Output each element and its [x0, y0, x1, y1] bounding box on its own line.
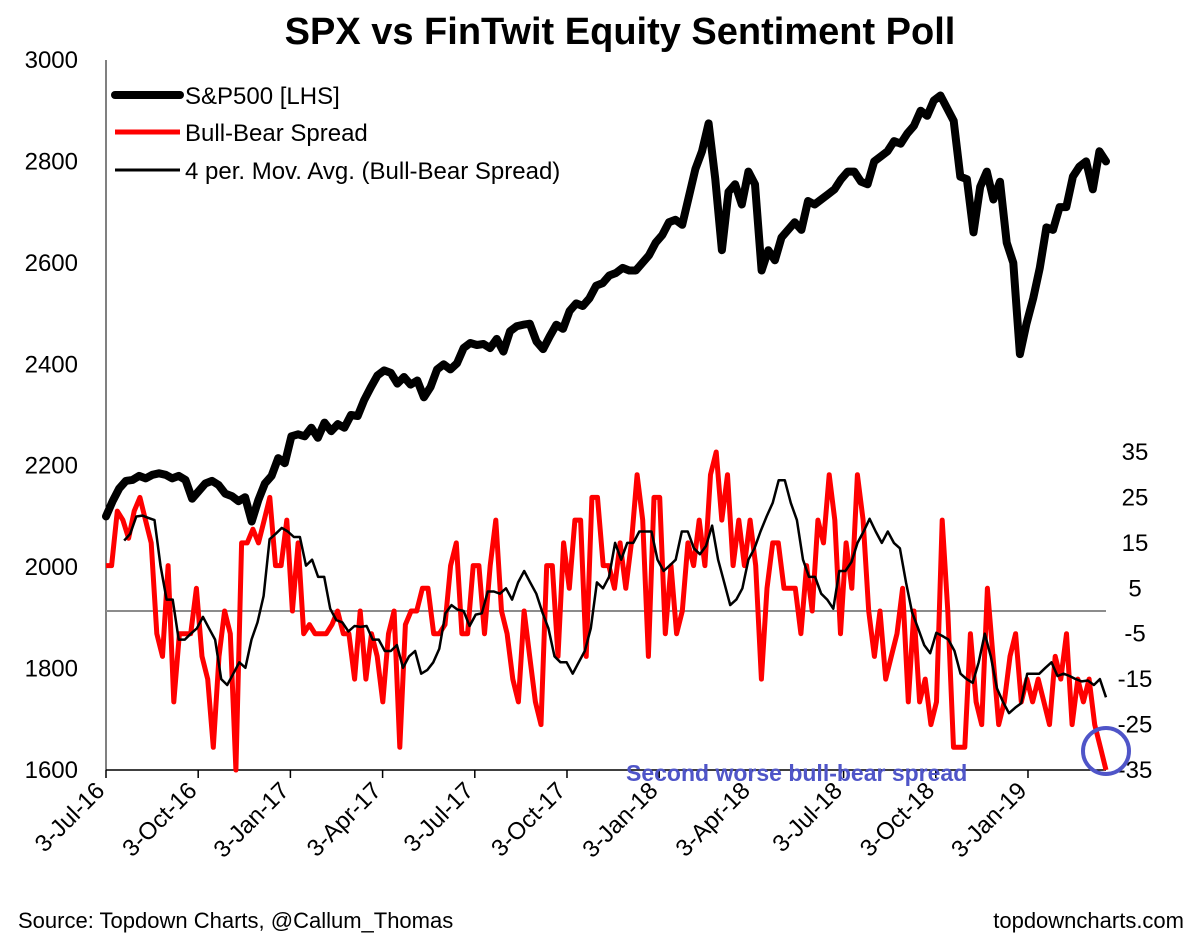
right-tick-label: 25 — [1122, 484, 1149, 511]
legend-label-sp500: S&P500 [LHS] — [185, 83, 340, 110]
source-note: Source: Topdown Charts, @Callum_Thomas — [18, 908, 453, 933]
legend-label-moving-average: 4 per. Mov. Avg. (Bull-Bear Spread) — [185, 158, 560, 185]
left-tick-label: 2600 — [25, 250, 78, 277]
annotation-text: Second worse bull-bear spread — [626, 760, 967, 786]
series-line-bull-bear-spread — [106, 449, 1109, 773]
x-tick-label: 3-Oct-18 — [855, 777, 940, 862]
right-tick-label: -5 — [1124, 621, 1145, 648]
chart-title: SPX vs FinTwit Equity Sentiment Poll — [285, 11, 956, 53]
series-line-moving-average — [123, 478, 1108, 715]
annotation-circle — [1081, 726, 1131, 776]
x-tick-label: 3-Jan-18 — [577, 777, 663, 863]
x-tick-label: 3-Jul-18 — [767, 777, 847, 857]
right-tick-label: 15 — [1122, 530, 1149, 557]
left-tick-label: 2000 — [25, 554, 78, 581]
legend: S&P500 [LHS] Bull-Bear Spread 4 per. Mov… — [111, 83, 560, 185]
left-axis: 1600 1800 2000 2200 2400 2600 2800 3000 — [25, 47, 78, 784]
left-tick-label: 3000 — [25, 47, 78, 74]
x-tick-label: 3-Oct-16 — [117, 777, 202, 862]
right-tick-label: -15 — [1118, 666, 1153, 693]
legend-label-bull-bear-spread: Bull-Bear Spread — [185, 120, 368, 147]
right-tick-label: 35 — [1122, 439, 1149, 466]
left-tick-label: 1800 — [25, 656, 78, 683]
left-tick-label: 1600 — [25, 757, 78, 784]
left-tick-label: 2400 — [25, 351, 78, 378]
x-tick-label: 3-Apr-17 — [302, 777, 387, 862]
right-tick-label: -35 — [1118, 757, 1153, 784]
right-tick-label: 5 — [1128, 575, 1141, 602]
series-line-sp500 — [102, 91, 1110, 526]
x-tick-label: 3-Oct-17 — [486, 777, 571, 862]
left-tick-label: 2200 — [25, 453, 78, 480]
x-tick-label: 3-Jan-17 — [209, 777, 295, 863]
x-tick-label: 3-Jul-16 — [30, 777, 110, 857]
x-tick-label: 3-Jan-19 — [946, 777, 1032, 863]
site-credit: topdowncharts.com — [993, 908, 1184, 933]
left-tick-label: 2800 — [25, 148, 78, 175]
x-tick-label: 3-Apr-18 — [671, 777, 756, 862]
x-tick-label: 3-Jul-17 — [399, 777, 479, 857]
